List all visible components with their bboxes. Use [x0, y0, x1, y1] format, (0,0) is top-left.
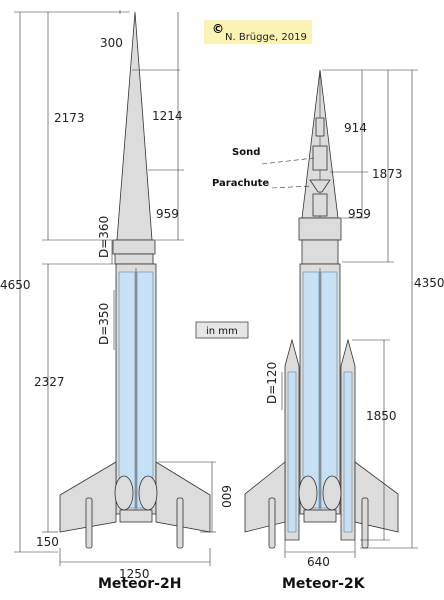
meteor-2k-collar	[299, 218, 341, 240]
meteor-2h-dim-d-lower: D=350	[97, 303, 111, 345]
meteor-2k-dim-upper-total: 1873	[372, 167, 403, 181]
meteor-2k-fin-left	[245, 462, 285, 532]
meteor-2k-dim-total: 4350	[414, 276, 444, 290]
meteor-2h-engine-right	[139, 476, 157, 510]
meteor-2k-dim-nose: 914	[344, 121, 367, 135]
meteor-2h-dim-fin-height: 600	[219, 485, 233, 508]
meteor-2k-fin-strut-right	[362, 498, 368, 548]
meteor-2h-fin-strut-right	[177, 498, 183, 548]
meteor-2k-dim-nose-lower: 959	[348, 207, 371, 221]
meteor-2k-booster-tank-left	[288, 372, 296, 532]
meteor-2h-tank-left	[119, 272, 135, 508]
meteor-2h-dim-total: 4650	[0, 278, 31, 292]
copyright-text: N. Brügge, 2019	[225, 32, 307, 43]
meteor-2k-rocket	[245, 70, 398, 548]
meteor-2h-dim-nose: 1214	[152, 109, 183, 123]
meteor-2k-dim-fin-span: 640	[307, 555, 330, 569]
meteor-2h-tank-right	[137, 272, 153, 508]
meteor-2k-title: Meteor-2K	[282, 576, 366, 592]
meteor-2k-dim-booster-diameter: D=120	[265, 362, 279, 404]
meteor-2k-parachute-pack	[313, 194, 327, 216]
meteor-2k-label-sond: Sond	[232, 147, 260, 158]
meteor-2h-title: Meteor-2H	[98, 576, 181, 592]
meteor-2h-dim-nose-lower: 959	[156, 207, 179, 221]
meteor-2k-dim-booster-length: 1850	[366, 409, 397, 423]
unit-label: in mm	[206, 326, 238, 337]
meteor-2h-dim-d-upper: D=360	[97, 216, 111, 258]
meteor-2h-dim-base-offset: 150	[36, 535, 59, 549]
meteor-2h-collar	[113, 240, 155, 254]
meteor-2h-engine-left	[115, 476, 133, 510]
meteor-2k-adapter	[302, 240, 338, 264]
meteor-2k-engine-right	[323, 476, 341, 510]
meteor-2h-nozzle-block	[120, 510, 152, 522]
meteor-2h-dim-lower: 2327	[34, 375, 65, 389]
meteor-2k-nozzle-block	[304, 510, 336, 522]
meteor-2k-instrument	[316, 118, 324, 136]
meteor-2k-label-parachute: Parachute	[212, 178, 269, 189]
meteor-2k-fin-right	[355, 462, 398, 532]
meteor-2k-engine-left	[299, 476, 317, 510]
meteor-2h-dim-tip: 300	[100, 36, 123, 50]
copyright-symbol: ©	[212, 22, 224, 36]
meteor-2h-fin-strut-left	[86, 498, 92, 548]
meteor-2h-dim-upper-total: 2173	[54, 111, 85, 125]
meteor-2k-tank-right	[321, 272, 337, 508]
meteor-2h-rocket	[60, 12, 210, 548]
meteor-2k-fin-strut-left	[269, 498, 275, 548]
meteor-2k-sond	[313, 146, 327, 170]
meteor-2k-tank-left	[303, 272, 319, 508]
meteor-2h-adapter	[115, 254, 153, 264]
meteor-2k-booster-tank-right	[344, 372, 352, 532]
